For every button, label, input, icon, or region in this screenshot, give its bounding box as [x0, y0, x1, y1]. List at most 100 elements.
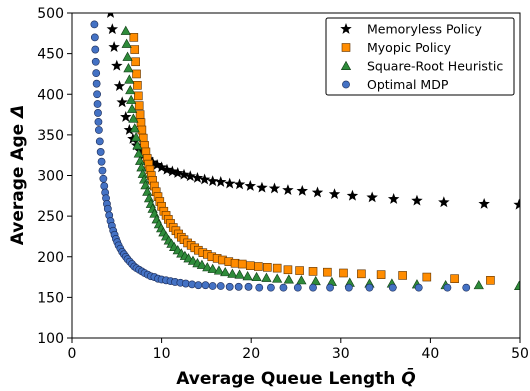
- data-point: [94, 117, 103, 126]
- x-tick-label: 30: [332, 346, 350, 362]
- y-tick-label: 350: [37, 128, 64, 144]
- data-point: [256, 181, 268, 193]
- data-point: [261, 272, 272, 282]
- data-point: [93, 90, 101, 99]
- data-point: [346, 189, 359, 201]
- data-point: [103, 204, 112, 213]
- data-point: [263, 263, 272, 272]
- data-point: [237, 259, 247, 269]
- data-point: [388, 283, 397, 292]
- data-point: [339, 268, 348, 278]
- x-axis-label-symbol: Q̄: [401, 367, 415, 389]
- data-point: [198, 173, 211, 185]
- data-point: [129, 33, 139, 42]
- data-point: [376, 270, 386, 279]
- data-point: [130, 132, 142, 142]
- data-point: [462, 283, 471, 292]
- data-point: [244, 282, 253, 291]
- data-point: [133, 81, 142, 90]
- data-point: [513, 198, 520, 210]
- x-axis-label-main: Average Queue Length: [176, 369, 401, 389]
- data-point: [120, 25, 131, 35]
- legend-marker: [342, 80, 350, 89]
- axis-ticks: 0 10 20 30 40 50 100 150 200 250 300 350 400 450 500: [37, 6, 529, 362]
- data-point: [191, 171, 204, 183]
- data-point: [126, 94, 137, 104]
- data-point: [93, 100, 102, 108]
- y-axis-label-main: Average Age: [8, 118, 28, 245]
- data-point: [124, 74, 135, 84]
- data-point: [296, 184, 308, 196]
- data-point: [121, 38, 132, 48]
- data-point: [178, 168, 190, 180]
- data-point: [283, 274, 294, 284]
- data-point: [91, 45, 100, 54]
- legend-label: Square-Root Heuristic: [367, 59, 503, 74]
- data-point: [106, 23, 119, 35]
- data-point: [133, 148, 144, 158]
- series-0: [106, 13, 520, 210]
- data-point: [267, 283, 275, 292]
- data-point: [151, 158, 163, 170]
- legend-item: Memoryless Policy: [340, 22, 483, 37]
- legend-label: Optimal MDP: [367, 77, 449, 92]
- data-point: [108, 41, 120, 52]
- legend-item: Optimal MDP: [342, 77, 449, 92]
- data-point: [216, 282, 225, 290]
- data-point: [513, 280, 520, 290]
- data-point: [134, 155, 146, 165]
- data-point: [438, 196, 450, 208]
- legend-marker: [340, 23, 352, 34]
- data-point: [213, 265, 225, 275]
- data-point: [90, 33, 99, 42]
- data-point: [251, 271, 262, 282]
- data-point: [91, 57, 100, 66]
- data-point: [328, 188, 341, 200]
- data-point: [125, 84, 136, 95]
- data-point: [268, 182, 281, 194]
- data-point: [308, 267, 318, 276]
- data-point: [100, 182, 109, 190]
- data-point: [134, 101, 144, 110]
- data-point: [242, 271, 253, 281]
- data-point: [357, 269, 366, 279]
- y-axis-label-symbol: Δ: [8, 105, 28, 120]
- data-point: [201, 281, 210, 290]
- data-point: [122, 51, 133, 61]
- data-point: [113, 80, 126, 91]
- data-point: [223, 177, 236, 189]
- data-marks: [90, 13, 520, 292]
- data-point: [311, 186, 324, 198]
- data-point: [414, 283, 423, 292]
- data-point: [246, 261, 255, 270]
- data-point: [230, 258, 240, 268]
- data-point: [450, 274, 459, 283]
- data-point: [129, 123, 140, 133]
- y-axis-label: Average Age Δ: [8, 105, 28, 246]
- data-point: [184, 170, 196, 182]
- data-point: [323, 267, 332, 277]
- data-point: [220, 266, 231, 277]
- data-point: [132, 69, 141, 79]
- y-tick-label: 200: [37, 250, 64, 266]
- data-point: [207, 263, 218, 273]
- data-point: [98, 166, 107, 175]
- x-tick-label: 20: [242, 346, 260, 362]
- data-point: [128, 113, 139, 123]
- data-point: [142, 186, 153, 196]
- data-point: [123, 124, 136, 135]
- y-tick-label: 150: [37, 290, 64, 306]
- data-point: [130, 45, 140, 54]
- data-point: [126, 103, 138, 113]
- data-point: [234, 269, 245, 279]
- data-point: [478, 197, 490, 209]
- data-point: [234, 282, 243, 291]
- data-point: [387, 193, 400, 204]
- data-point: [132, 140, 143, 150]
- data-point: [120, 111, 132, 122]
- series-1: [129, 33, 495, 285]
- data-point: [194, 281, 203, 290]
- data-point: [123, 63, 134, 73]
- data-point: [94, 126, 103, 134]
- data-point: [295, 266, 304, 275]
